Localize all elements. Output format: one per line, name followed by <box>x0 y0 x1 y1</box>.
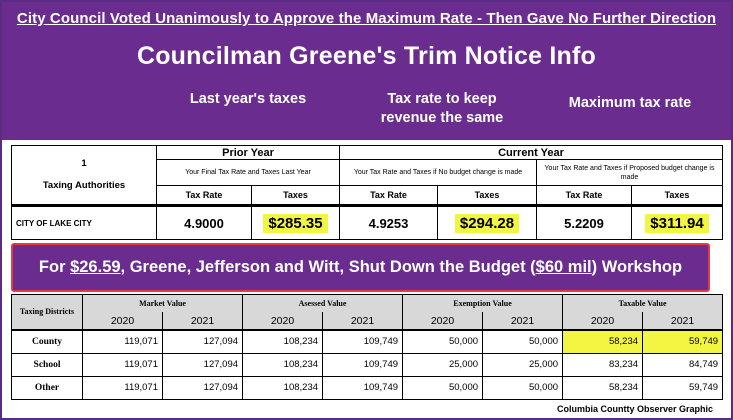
banner-amount: $26.59 <box>70 258 121 276</box>
exemption-2020-header: 2020 <box>402 312 484 331</box>
no-change-taxes: $294.28 <box>454 213 520 233</box>
market-2021-header: 2021 <box>161 312 244 331</box>
authority-header: 1 Taxing Authorities <box>11 145 157 206</box>
exemption-2021: 50,000 <box>482 375 564 401</box>
district-name: School <box>11 352 83 377</box>
proposed-taxes-cell: $311.94 <box>630 204 724 240</box>
prior-year-header: Prior Year <box>156 145 340 160</box>
taxable-2020: 58,234 <box>562 328 644 354</box>
header-banner: City Council Voted Unanimously to Approv… <box>2 2 731 140</box>
no-change-subheader: Your Tax Rate and Taxes if No budget cha… <box>339 159 537 186</box>
page-title: Councilman Greene's Trim Notice Info <box>136 42 597 70</box>
taxable-2020: 83,234 <box>562 352 644 377</box>
no-change-taxes-header: Taxes <box>437 185 537 206</box>
district-name: County <box>11 328 83 354</box>
no-change-tax-rate-header: Tax Rate <box>339 185 438 206</box>
proposed-taxes: $311.94 <box>645 213 709 233</box>
label-keep-revenue: Tax rate to keep revenue the same <box>380 91 504 126</box>
taxable-2021: 59,749 <box>642 375 724 401</box>
proposed-taxes-header: Taxes <box>630 185 724 206</box>
district-name: Other <box>11 375 83 401</box>
label-maximum-rate: Maximum tax rate <box>568 95 692 111</box>
proposed-tax-rate-header: Tax Rate <box>536 185 632 206</box>
table-row: CITY OF LAKE CITY 4.9000 $285.35 4.9253 … <box>11 204 724 240</box>
trim-notice-table: 1 Taxing Authorities Prior Year Current … <box>11 145 724 240</box>
market-2020: 119,071 <box>82 352 163 377</box>
prior-tax-rate: 4.9000 <box>156 204 252 240</box>
exemption-2021: 50,000 <box>482 328 564 354</box>
taxable-2020-header: 2020 <box>562 312 644 331</box>
taxable-value-header: Taxable Value <box>562 294 724 313</box>
no-change-taxes-cell: $294.28 <box>437 204 537 240</box>
table-row: Other 119,071 127,094 108,234 109,749 50… <box>11 375 724 401</box>
taxing-authorities-label: Taxing Authorities <box>42 180 126 191</box>
budget-workshop-banner: For $26.59, Greene, Jefferson and Witt, … <box>11 243 710 292</box>
prior-taxes-header: Taxes <box>251 185 340 206</box>
assessed-2021-header: 2021 <box>322 312 404 331</box>
market-2020-header: 2020 <box>82 312 163 331</box>
source-credit: Columbia Countty Observer Graphic <box>556 404 713 414</box>
banner-budget: $60 mil <box>535 258 592 276</box>
exemption-2021: 25,000 <box>482 352 564 377</box>
banner-prefix: For <box>38 258 71 276</box>
prior-taxes-cell: $285.35 <box>251 204 340 240</box>
table-row: School 119,071 127,094 108,234 109,749 2… <box>11 352 724 377</box>
table-row: County 119,071 127,094 108,234 109,749 5… <box>11 328 724 354</box>
assessed-2021: 109,749 <box>322 375 404 401</box>
assessed-2020: 108,234 <box>242 328 324 354</box>
headline: City Council Voted Unanimously to Approv… <box>16 10 717 27</box>
assessed-2021: 109,749 <box>322 352 404 377</box>
prior-year-subheader: Your Final Tax Rate and Taxes Last Year <box>156 159 340 186</box>
taxable-2020: 58,234 <box>562 375 644 401</box>
banner-suffix: ) Workshop <box>591 258 683 276</box>
proposed-subheader: Your Tax Rate and Taxes if Proposed budg… <box>535 159 724 186</box>
taxing-districts-header: Taxing Districts <box>11 293 83 331</box>
exemption-value-header: Exemption Value <box>402 294 564 313</box>
assessed-2020: 108,234 <box>242 352 324 377</box>
property-value-table: Taxing Districts Market Value Asessed Va… <box>11 293 724 401</box>
exemption-2020: 50,000 <box>402 328 484 354</box>
market-2020: 119,071 <box>82 328 163 354</box>
assessed-2021: 109,749 <box>322 328 404 354</box>
exemption-2020: 25,000 <box>402 352 484 377</box>
current-year-header: Current Year <box>338 145 724 160</box>
prior-tax-rate-header: Tax Rate <box>156 185 252 206</box>
market-2020: 119,071 <box>82 375 163 401</box>
market-2021: 127,094 <box>161 375 244 401</box>
assessed-2020-header: 2020 <box>242 312 324 331</box>
proposed-tax-rate: 5.2209 <box>536 204 632 240</box>
authority-name: CITY OF LAKE CITY <box>11 204 157 240</box>
market-value-header: Market Value <box>81 294 244 313</box>
taxable-2021: 59,749 <box>642 328 724 354</box>
no-change-tax-rate: 4.9253 <box>339 204 438 240</box>
prior-taxes: $285.35 <box>263 213 328 233</box>
assessed-2020: 108,234 <box>242 375 324 401</box>
market-2021: 127,094 <box>161 328 244 354</box>
market-2021: 127,094 <box>161 352 244 377</box>
exemption-2021-header: 2021 <box>482 312 564 331</box>
assessed-value-header: Asessed Value <box>242 294 404 313</box>
column-number: 1 <box>81 158 87 169</box>
exemption-2020: 50,000 <box>402 375 484 401</box>
label-last-year: Last year's taxes <box>189 91 307 107</box>
taxable-2021: 84,749 <box>642 352 724 377</box>
taxable-2021-header: 2021 <box>642 312 724 331</box>
banner-middle: , Greene, Jefferson and Witt, Shut Down … <box>120 258 536 276</box>
